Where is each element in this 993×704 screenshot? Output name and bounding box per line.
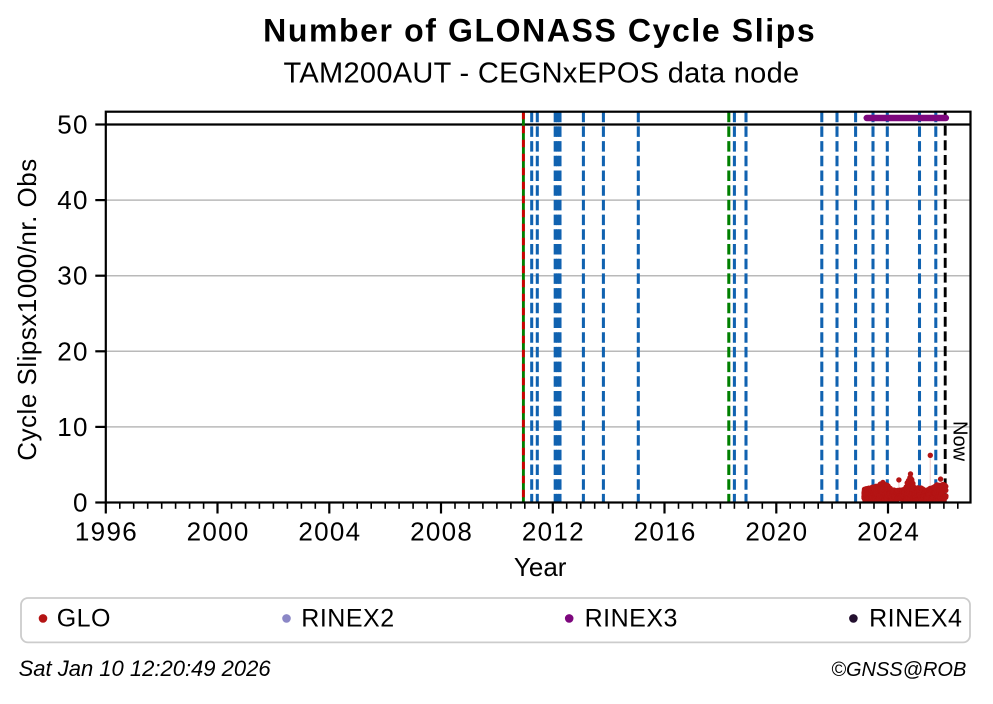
svg-text:2004: 2004 bbox=[298, 516, 361, 546]
svg-text:Number of GLONASS Cycle Slips: Number of GLONASS Cycle Slips bbox=[263, 13, 816, 49]
svg-text:2012: 2012 bbox=[522, 516, 585, 546]
svg-text:2008: 2008 bbox=[410, 516, 473, 546]
svg-text:2020: 2020 bbox=[745, 516, 808, 546]
svg-text:40: 40 bbox=[57, 185, 89, 215]
svg-text:50: 50 bbox=[57, 110, 89, 140]
svg-text:Now: Now bbox=[949, 421, 971, 462]
svg-text:RINEX2: RINEX2 bbox=[301, 605, 394, 633]
svg-text:Cycle Slipsx1000/nr. Obs: Cycle Slipsx1000/nr. Obs bbox=[12, 158, 42, 460]
svg-text:10: 10 bbox=[57, 412, 89, 442]
svg-text:RINEX4: RINEX4 bbox=[869, 605, 962, 633]
svg-text:TAM200AUT - CEGNxEPOS data nod: TAM200AUT - CEGNxEPOS data node bbox=[284, 58, 800, 90]
svg-text:Year: Year bbox=[514, 552, 567, 582]
svg-text:0: 0 bbox=[73, 488, 89, 518]
svg-text:Sat Jan 10 12:20:49 2026: Sat Jan 10 12:20:49 2026 bbox=[19, 656, 272, 681]
svg-text:20: 20 bbox=[57, 336, 89, 366]
svg-text:RINEX3: RINEX3 bbox=[585, 605, 678, 633]
svg-text:30: 30 bbox=[57, 261, 89, 291]
svg-text:GLO: GLO bbox=[57, 605, 111, 633]
svg-text:1996: 1996 bbox=[75, 516, 138, 546]
svg-text:©GNSS@ROB: ©GNSS@ROB bbox=[831, 659, 966, 681]
svg-text:2024: 2024 bbox=[857, 516, 920, 546]
svg-text:2016: 2016 bbox=[634, 516, 697, 546]
svg-text:2000: 2000 bbox=[187, 516, 250, 546]
